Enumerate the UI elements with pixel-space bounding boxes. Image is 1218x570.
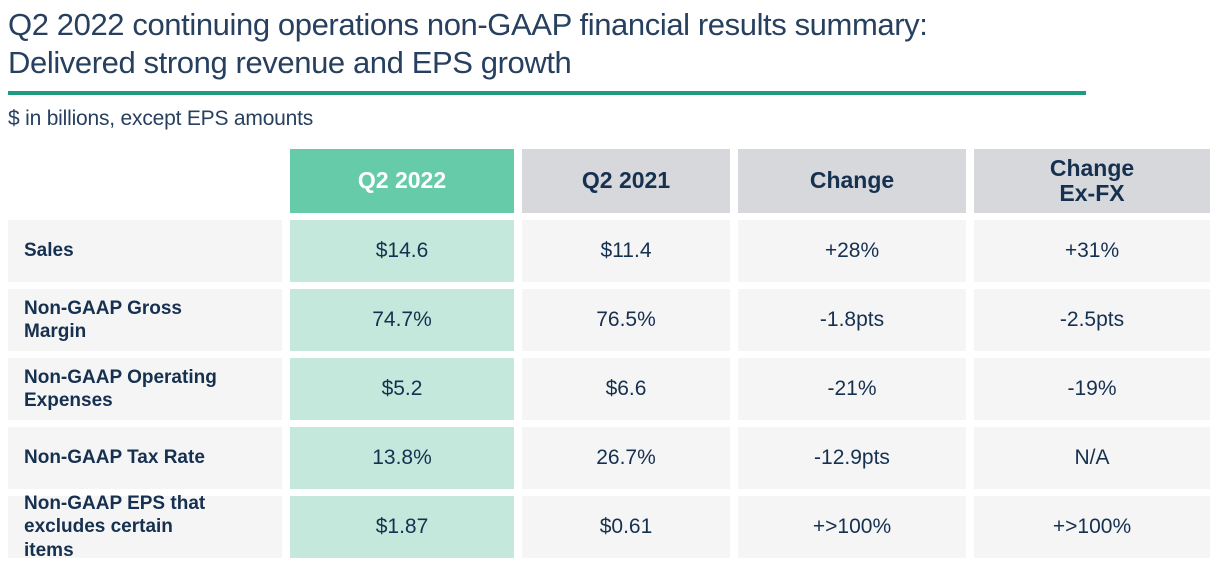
slide: Q2 2022 continuing operations non-GAAP f… bbox=[8, 6, 1218, 561]
row-label-operating-expenses: Non-GAAP Operating Expenses bbox=[8, 358, 282, 421]
row-label-sales: Sales bbox=[8, 220, 282, 283]
header-cell-q2-2022: Q2 2022 bbox=[290, 149, 514, 214]
cell-operating-expenses-change: -21% bbox=[738, 358, 966, 421]
cell-sales-change-ex-fx: +31% bbox=[974, 220, 1210, 283]
units-note: $ in billions, except EPS amounts bbox=[8, 107, 314, 131]
cell-gross-margin-change: -1.8pts bbox=[738, 289, 966, 352]
financial-results-table: Q2 2022 Q2 2021 Change Change Ex-FX Sale… bbox=[8, 149, 1218, 561]
cell-eps-q2-2021: $0.61 bbox=[522, 496, 730, 559]
cell-tax-rate-change: -12.9pts bbox=[738, 427, 966, 490]
cell-sales-change: +28% bbox=[738, 220, 966, 283]
cell-tax-rate-q2-2021: 26.7% bbox=[522, 427, 730, 490]
cell-eps-change: +>100% bbox=[738, 496, 966, 559]
cell-gross-margin-change-ex-fx: -2.5pts bbox=[974, 289, 1210, 352]
header-cell-change-ex-fx: Change Ex-FX bbox=[974, 149, 1210, 214]
cell-tax-rate-q2-2022: 13.8% bbox=[290, 427, 514, 490]
row-label-gross-margin: Non-GAAP Gross Margin bbox=[8, 289, 282, 352]
title-underline bbox=[8, 91, 1086, 96]
cell-gross-margin-q2-2022: 74.7% bbox=[290, 289, 514, 352]
cell-operating-expenses-change-ex-fx: -19% bbox=[974, 358, 1210, 421]
cell-sales-q2-2022: $14.6 bbox=[290, 220, 514, 283]
cell-eps-q2-2022: $1.87 bbox=[290, 496, 514, 559]
header-cell-change: Change bbox=[738, 149, 966, 214]
page-title-line-2: Delivered strong revenue and EPS growth bbox=[8, 45, 572, 81]
cell-operating-expenses-q2-2022: $5.2 bbox=[290, 358, 514, 421]
header-cell-empty bbox=[8, 149, 282, 213]
cell-sales-q2-2021: $11.4 bbox=[522, 220, 730, 283]
row-label-eps: Non-GAAP EPS that excludes certain items bbox=[8, 493, 282, 561]
cell-tax-rate-change-ex-fx: N/A bbox=[974, 427, 1210, 490]
cell-operating-expenses-q2-2021: $6.6 bbox=[522, 358, 730, 421]
page-title-line-1: Q2 2022 continuing operations non-GAAP f… bbox=[8, 7, 928, 42]
page-title: Q2 2022 continuing operations non-GAAP f… bbox=[8, 6, 1218, 82]
cell-eps-change-ex-fx: +>100% bbox=[974, 496, 1210, 559]
cell-gross-margin-q2-2021: 76.5% bbox=[522, 289, 730, 352]
row-label-tax-rate: Non-GAAP Tax Rate bbox=[8, 427, 282, 490]
header-cell-q2-2021: Q2 2021 bbox=[522, 149, 730, 214]
